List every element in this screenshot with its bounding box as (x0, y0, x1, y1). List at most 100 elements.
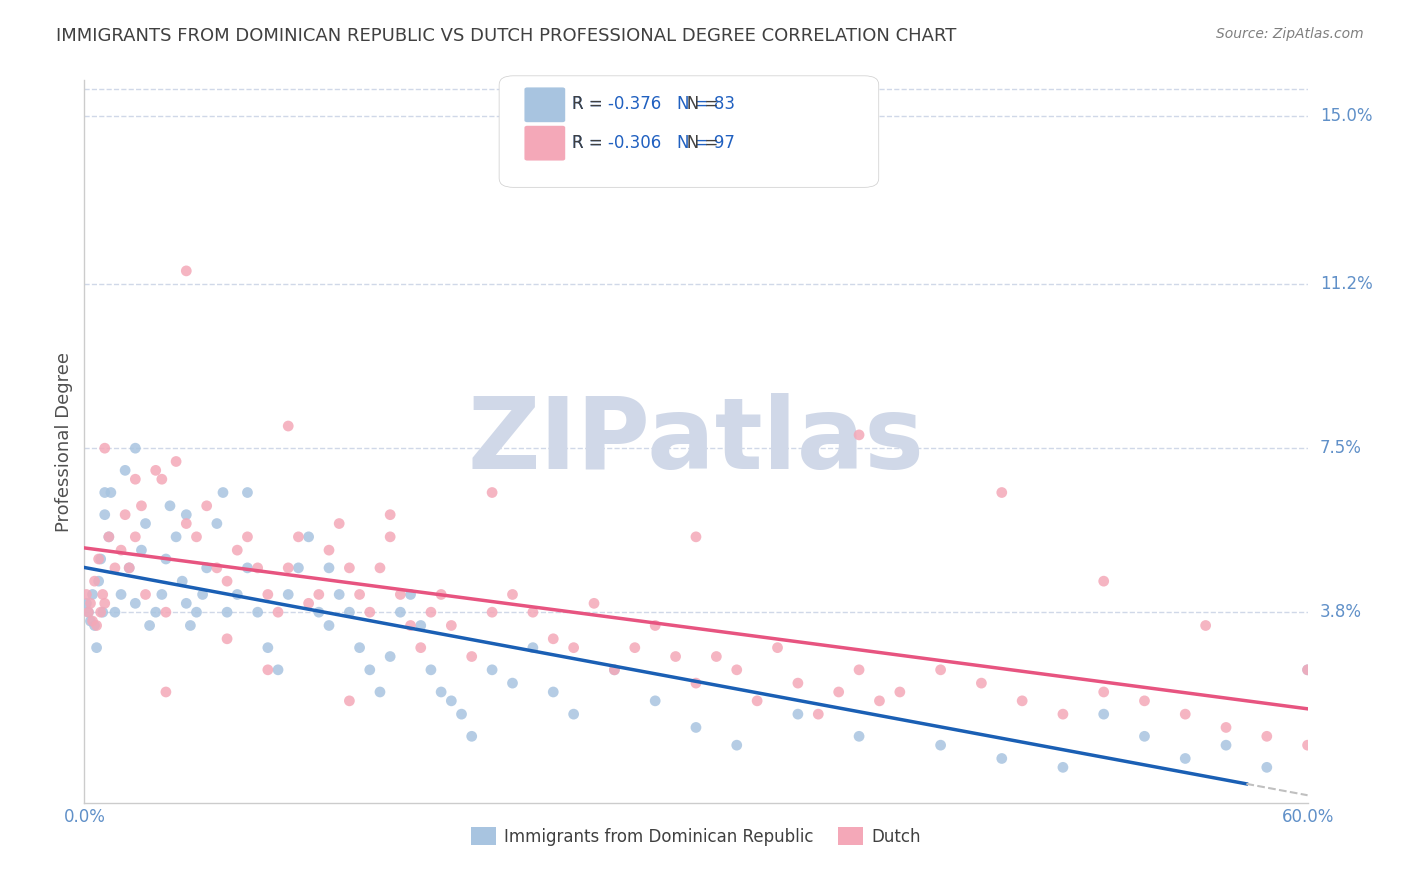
Point (481, 485, 503, 500)
Point (522, 605, 544, 619)
Point (1215, 738, 1237, 752)
Text: 11.2%: 11.2% (1320, 275, 1372, 293)
Point (389, 587, 412, 601)
Point (562, 707, 585, 722)
Point (603, 663, 626, 677)
Point (787, 707, 810, 722)
Point (440, 694, 463, 708)
Point (186, 530, 208, 544)
Point (1296, 738, 1319, 752)
Point (298, 530, 321, 544)
Point (93, 441, 115, 455)
Point (328, 587, 350, 601)
Point (90, 605, 112, 619)
Point (1296, 663, 1319, 677)
Point (236, 485, 259, 500)
Point (155, 685, 177, 699)
Point (257, 587, 280, 601)
Point (75, 596, 97, 610)
Text: R = -0.306   N = 97: R = -0.306 N = 97 (572, 134, 735, 152)
Point (277, 419, 299, 434)
Text: ZIPatlas: ZIPatlas (468, 393, 924, 490)
Point (339, 694, 361, 708)
Point (543, 685, 565, 699)
Point (93, 508, 115, 522)
Point (77, 605, 100, 619)
Point (124, 472, 146, 486)
Point (420, 663, 443, 677)
Point (205, 561, 228, 575)
Point (368, 685, 391, 699)
Point (787, 676, 810, 690)
Point (991, 485, 1014, 500)
Point (368, 561, 391, 575)
Point (929, 663, 952, 677)
Point (114, 508, 136, 522)
Point (118, 561, 141, 575)
Point (1256, 729, 1278, 743)
Point (87, 574, 110, 589)
Point (138, 618, 160, 632)
Text: R =                N =: R = N = (572, 134, 718, 152)
Point (298, 596, 321, 610)
Point (217, 574, 239, 589)
Text: IMMIGRANTS FROM DOMINICAN REPUBLIC VS DUTCH PROFESSIONAL DEGREE CORRELATION CHAR: IMMIGRANTS FROM DOMINICAN REPUBLIC VS DU… (56, 27, 956, 45)
Point (104, 605, 127, 619)
Point (603, 663, 626, 677)
Text: 7.5%: 7.5% (1320, 439, 1361, 458)
Point (191, 587, 214, 601)
Point (114, 463, 136, 477)
Point (339, 605, 361, 619)
Point (174, 508, 197, 522)
Point (226, 543, 249, 558)
Text: R = -0.376   N = 83: R = -0.376 N = 83 (572, 95, 735, 113)
Point (83, 574, 105, 589)
Point (135, 587, 157, 601)
Point (308, 587, 330, 601)
Point (318, 618, 340, 632)
Point (91, 587, 114, 601)
Point (481, 605, 503, 619)
Point (399, 618, 422, 632)
Point (706, 649, 728, 664)
Point (339, 561, 361, 575)
Point (624, 640, 647, 655)
Point (97, 530, 120, 544)
Point (135, 516, 157, 531)
Point (277, 561, 299, 575)
Point (110, 543, 132, 558)
Point (450, 707, 472, 722)
Point (359, 663, 381, 677)
Point (430, 587, 453, 601)
Point (1296, 663, 1319, 677)
Point (848, 428, 870, 442)
Point (165, 530, 187, 544)
Point (150, 472, 173, 486)
Point (217, 632, 239, 646)
Point (104, 561, 127, 575)
Point (409, 618, 432, 632)
Point (349, 640, 371, 655)
Point (665, 649, 688, 664)
Point (1195, 618, 1218, 632)
Point (389, 605, 412, 619)
Text: Source: ZipAtlas.com: Source: ZipAtlas.com (1216, 27, 1364, 41)
Point (685, 530, 707, 544)
Point (131, 543, 153, 558)
Point (277, 587, 299, 601)
Point (848, 663, 870, 677)
Point (124, 530, 146, 544)
Text: 3.8%: 3.8% (1320, 603, 1362, 621)
Point (124, 441, 146, 455)
Point (1092, 574, 1115, 589)
Point (1256, 760, 1278, 774)
Text: R =                N =: R = N = (572, 95, 718, 113)
Legend: Immigrants from Dominican Republic, Dutch: Immigrants from Dominican Republic, Dutc… (464, 821, 928, 852)
Point (155, 552, 177, 566)
Point (174, 596, 197, 610)
Point (380, 508, 402, 522)
Point (359, 605, 381, 619)
Point (186, 605, 208, 619)
Point (83, 618, 105, 632)
Point (399, 587, 422, 601)
